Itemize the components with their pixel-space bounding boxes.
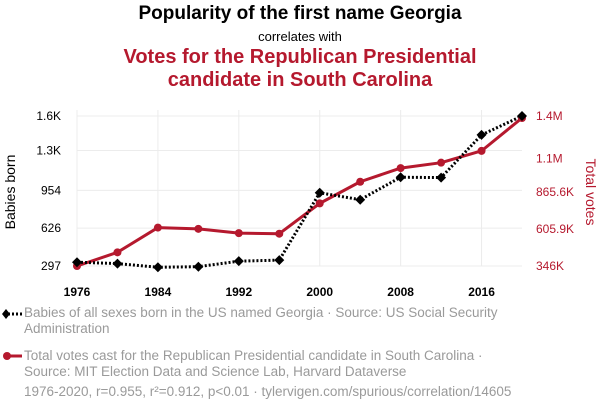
x-tick-label: 2000 [306,285,333,299]
votes-point [234,229,243,238]
votes-point [356,177,365,186]
x-tick-label: 1984 [145,285,172,299]
x-tick-label: 1976 [64,285,91,299]
left-tick-label: 1.6K [36,109,61,123]
votes-point [477,146,486,155]
left-tick-label: 954 [41,183,61,197]
babies-point [112,258,123,269]
babies-point [436,172,447,183]
babies-point [274,255,285,266]
babies-point [314,187,325,198]
babies-point [152,262,163,273]
babies-point [233,256,244,267]
footer-stats: 1976-2020, r=0.955, r²=0.912, p<0.01 · t… [24,384,512,399]
babies-point [355,194,366,205]
left-tick-label: 297 [41,259,61,273]
legend-sample-series1 [2,309,22,319]
legend-series2: Total votes cast for the Republican Pres… [24,348,483,379]
babies-point [193,261,204,272]
legend-sample-series2 [3,352,22,360]
second-series-title: Votes for the Republican Presidential ca… [0,46,600,92]
legend-series1: Babies of all sexes born in the US named… [24,305,498,336]
x-tick-label: 1992 [225,285,252,299]
babies-point [72,257,82,268]
votes-point [396,164,405,173]
chart-title: Popularity of the first name Georgia [138,3,462,24]
chart-subtitle: correlates with [258,29,342,44]
right-tick-label: 346K [536,259,564,273]
votes-point [113,248,122,257]
babies-point [476,129,487,140]
right-tick-label: 605.9K [536,222,574,236]
left-tick-label: 626 [41,221,61,235]
second-series-title-text: Votes for the Republican Presidential ca… [123,46,477,91]
votes-point [153,223,162,232]
left-axis-title: Babies born [2,155,18,230]
chart: 297 626 954 1.3K 1.6K 346K 605.9K 865.6K 1.1M 1.4… [2,109,599,299]
babies-point [395,172,406,183]
right-tick-label: 865.6K [536,185,574,199]
babies-point [517,111,527,121]
right-tick-label: 1.1M [536,152,563,166]
votes-point [437,158,446,167]
votes-point [315,199,324,208]
right-tick-label: 1.4M [536,109,563,123]
votes-point [194,224,203,233]
left-tick-label: 1.3K [36,144,61,158]
votes-point [275,229,284,238]
x-tick-label: 2016 [468,285,495,299]
right-axis-title: Total votes [583,159,599,226]
series-votes-line [76,116,523,268]
x-tick-label: 2008 [387,285,414,299]
series-babies-line [76,114,523,269]
